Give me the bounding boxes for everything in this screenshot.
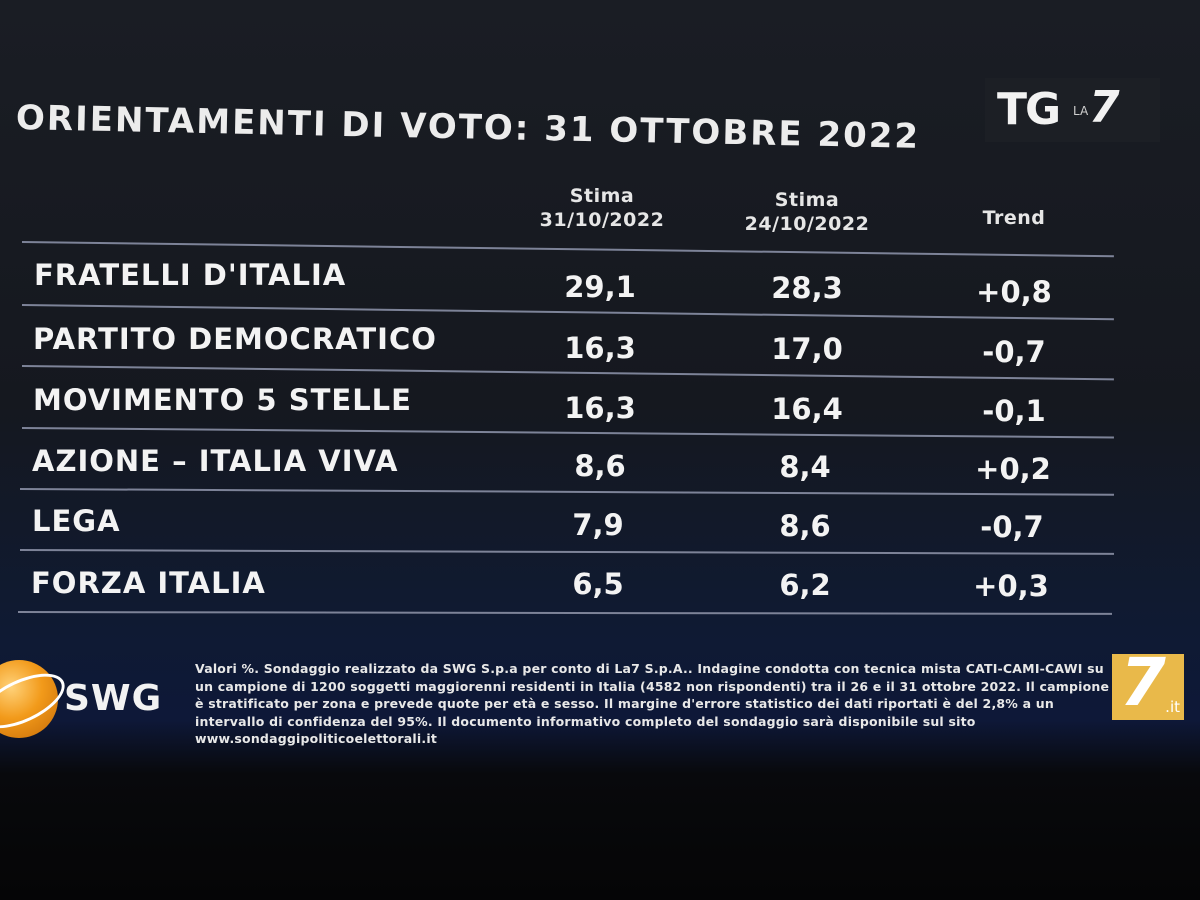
value-trend: -0,1 [982,394,1046,428]
seven-logo-text: 7 [1089,82,1120,133]
row-label-partito-democratico: PARTITO DEMOCRATICO [33,322,437,356]
column-header-line2: 31/10/2022 [539,209,665,231]
value-stima-31-10: 8,6 [574,449,626,483]
column-header-line1: Trend [982,207,1046,229]
column-header-line1: Stima [774,189,840,211]
chart-title: ORIENTAMENTI DI VOTO: 31 OTTOBRE 2022 [15,98,921,157]
value-stima-31-10: 7,9 [572,508,624,542]
row-label-forza-italia: FORZA ITALIA [31,566,266,600]
value-stima-24-10: 8,6 [779,509,831,543]
value-stima-31-10: 6,5 [572,567,624,601]
row-separator [21,427,1114,439]
column-header-stima-31-10: Stima 31/10/2022 [502,184,702,232]
value-stima-24-10: 6,2 [779,568,831,602]
row-separator [19,549,1114,555]
swg-logo-text: SWG [64,678,163,719]
value-stima-24-10: 17,0 [771,332,843,366]
column-header-stima-24-10: Stima 24/10/2022 [707,188,907,236]
swg-logo: SWG [0,652,180,744]
value-trend: -0,7 [982,335,1046,369]
column-header-line1: Stima [569,185,635,207]
tg-la7-logo: TG LA 7 [985,78,1160,142]
value-stima-31-10: 16,3 [564,331,636,365]
value-stima-24-10: 28,3 [771,271,843,305]
value-stima-24-10: 16,4 [771,392,843,426]
la7-suffix-text: .it [1165,698,1180,716]
tg-logo-text: TG [997,84,1061,135]
row-label-movimento-5-stelle: MOVIMENTO 5 STELLE [33,383,412,417]
column-header-trend: Trend [914,206,1114,230]
value-stima-31-10: 29,1 [564,270,636,304]
methodology-note: Valori %. Sondaggio realizzato da SWG S.… [195,661,1110,746]
row-separator [17,611,1113,615]
value-stima-24-10: 8,4 [779,450,831,484]
column-header-line2: 24/10/2022 [744,213,870,235]
value-trend: +0,3 [973,569,1049,603]
row-separator [19,488,1114,496]
la7-it-logo: 7 .it [1112,648,1184,720]
la7-seven-text: 7 [1120,644,1166,721]
value-stima-31-10: 16,3 [564,391,636,425]
row-separator [21,241,1114,258]
row-label-fratelli-d-italia: FRATELLI D'ITALIA [34,258,347,292]
row-label-azione-italia-viva: AZIONE – ITALIA VIVA [32,444,399,478]
value-trend: +0,8 [976,275,1052,309]
row-label-lega: LEGA [32,504,121,538]
value-trend: +0,2 [975,452,1051,486]
la-logo-text: LA [1073,104,1089,118]
value-trend: -0,7 [980,510,1044,544]
